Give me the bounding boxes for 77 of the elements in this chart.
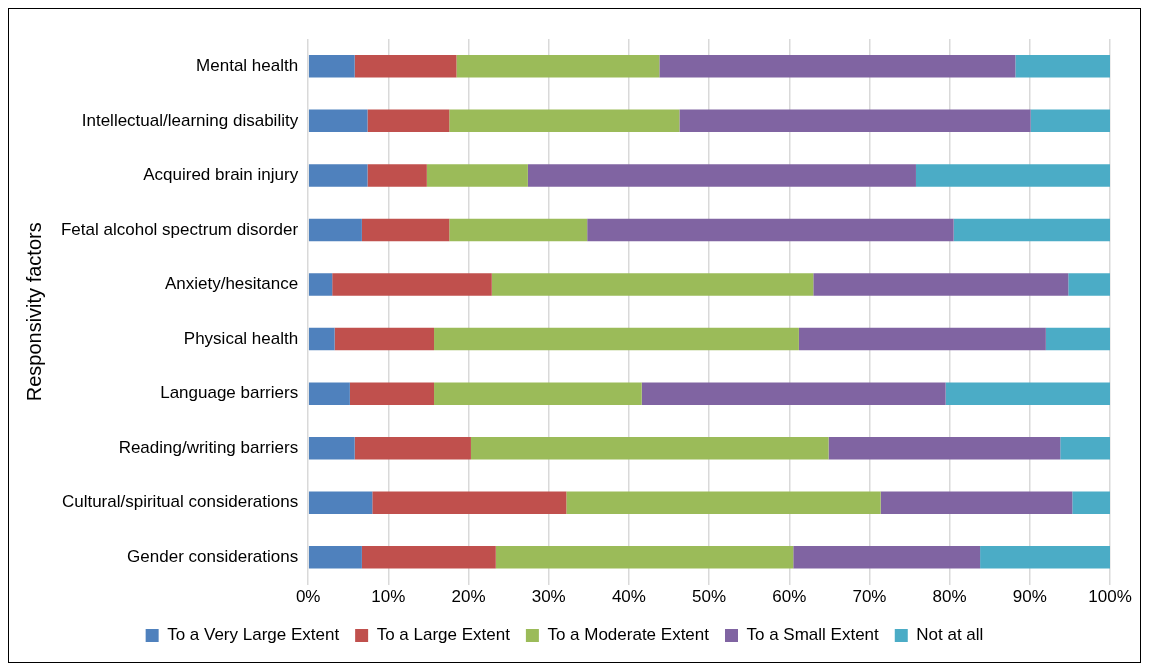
bar (361, 546, 496, 569)
bar (980, 546, 1110, 569)
bar (679, 109, 1031, 133)
bar (308, 382, 350, 405)
bar (566, 491, 881, 515)
x-tick-label: 80% (932, 587, 967, 607)
x-tick-label: 100% (1088, 587, 1132, 607)
bar (1068, 273, 1110, 296)
y-tick-label: Gender considerations (127, 547, 299, 567)
bar (495, 546, 794, 569)
bar (880, 491, 1073, 515)
bar (641, 382, 946, 405)
bar (1072, 491, 1110, 515)
y-tick-label: Language barriers (160, 383, 299, 403)
bar (361, 218, 450, 242)
bar (587, 218, 954, 242)
x-tick-label: 40% (611, 587, 646, 607)
bar (1045, 327, 1110, 351)
bar (349, 382, 435, 405)
bar (308, 491, 373, 515)
bar (793, 546, 981, 569)
bar (308, 109, 368, 133)
bar (308, 327, 335, 351)
bar (367, 164, 427, 187)
bar (367, 109, 450, 133)
bar (308, 546, 362, 569)
bar (426, 164, 528, 187)
y-tick-label: Acquired brain injury (143, 165, 299, 185)
bar (1060, 436, 1110, 460)
bar (798, 327, 1046, 351)
bar (953, 218, 1110, 242)
bar (332, 273, 492, 296)
bar (308, 436, 355, 460)
x-tick-label: 10% (371, 587, 406, 607)
y-tick-label: Intellectual/learning disability (81, 110, 299, 130)
bar (491, 273, 814, 296)
bar (659, 55, 1016, 78)
bar (449, 109, 680, 133)
bar (308, 55, 355, 78)
y-axis-title: Responsivity factors (22, 222, 45, 402)
x-tick-label: 70% (852, 587, 887, 607)
bar (308, 273, 333, 296)
bar (915, 164, 1110, 187)
bar (828, 436, 1061, 460)
y-tick-label: Cultural/spiritual considerations (61, 492, 299, 512)
bar (1015, 55, 1110, 78)
legend-label: To a Very Large Extent (167, 625, 340, 645)
bar (1030, 109, 1110, 133)
x-tick-label: 0% (295, 587, 321, 607)
legend-label: To a Small Extent (746, 625, 880, 645)
x-tick-label: 60% (772, 587, 807, 607)
legend-label: Not at all (916, 625, 984, 645)
legend-label: To a Moderate Extent (547, 625, 710, 645)
bar (945, 382, 1110, 405)
y-tick-label: Mental health (196, 55, 299, 75)
bar (354, 55, 457, 78)
bar (308, 164, 368, 187)
x-tick-label: 50% (692, 587, 727, 607)
x-tick-label: 30% (531, 587, 566, 607)
bar (308, 218, 362, 242)
x-tick-label: 90% (1012, 587, 1047, 607)
bar (434, 382, 642, 405)
bar (470, 436, 829, 460)
bar (449, 218, 588, 242)
y-tick-label: Fetal alcohol spectrum disorder (60, 219, 299, 239)
bar (813, 273, 1069, 296)
y-tick-label: Physical health (183, 328, 299, 348)
bar (434, 327, 799, 351)
bar (334, 327, 435, 351)
bar (527, 164, 916, 187)
x-tick-label: 20% (451, 587, 486, 607)
legend-label: To a Large Extent (376, 625, 511, 645)
y-tick-label: Anxiety/hesitance (164, 274, 299, 294)
bar (456, 55, 660, 78)
bar (354, 436, 471, 460)
y-tick-label: Reading/writing barriers (118, 437, 299, 457)
bar (372, 491, 567, 515)
